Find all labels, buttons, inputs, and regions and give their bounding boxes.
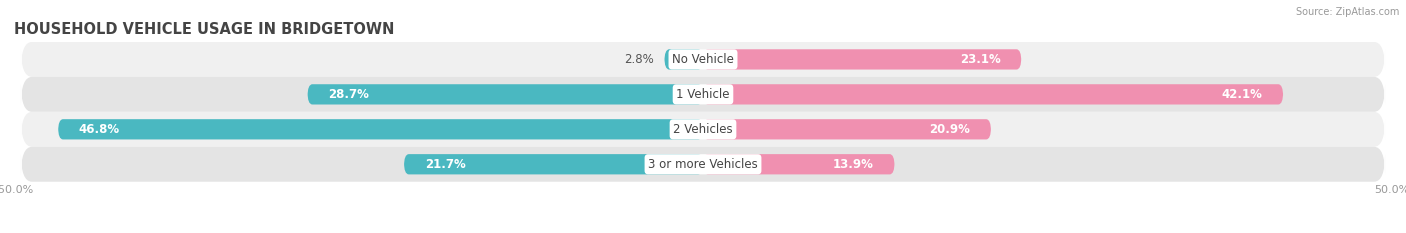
FancyBboxPatch shape — [21, 77, 1385, 112]
Text: 28.7%: 28.7% — [328, 88, 370, 101]
FancyBboxPatch shape — [404, 154, 703, 174]
Text: 23.1%: 23.1% — [960, 53, 1001, 66]
FancyBboxPatch shape — [308, 84, 703, 104]
FancyBboxPatch shape — [21, 42, 1385, 77]
Text: Source: ZipAtlas.com: Source: ZipAtlas.com — [1295, 7, 1399, 17]
FancyBboxPatch shape — [703, 84, 1284, 104]
FancyBboxPatch shape — [21, 112, 1385, 147]
FancyBboxPatch shape — [703, 154, 894, 174]
Text: 21.7%: 21.7% — [425, 158, 465, 171]
FancyBboxPatch shape — [703, 49, 1021, 69]
Text: HOUSEHOLD VEHICLE USAGE IN BRIDGETOWN: HOUSEHOLD VEHICLE USAGE IN BRIDGETOWN — [14, 22, 395, 37]
Text: 3 or more Vehicles: 3 or more Vehicles — [648, 158, 758, 171]
FancyBboxPatch shape — [58, 119, 703, 139]
Text: 20.9%: 20.9% — [929, 123, 970, 136]
FancyBboxPatch shape — [21, 147, 1385, 182]
Text: No Vehicle: No Vehicle — [672, 53, 734, 66]
FancyBboxPatch shape — [665, 49, 703, 69]
Text: 13.9%: 13.9% — [832, 158, 875, 171]
Text: 1 Vehicle: 1 Vehicle — [676, 88, 730, 101]
FancyBboxPatch shape — [703, 119, 991, 139]
Text: 2 Vehicles: 2 Vehicles — [673, 123, 733, 136]
Text: 42.1%: 42.1% — [1222, 88, 1263, 101]
Text: 2.8%: 2.8% — [624, 53, 654, 66]
Text: 46.8%: 46.8% — [79, 123, 120, 136]
